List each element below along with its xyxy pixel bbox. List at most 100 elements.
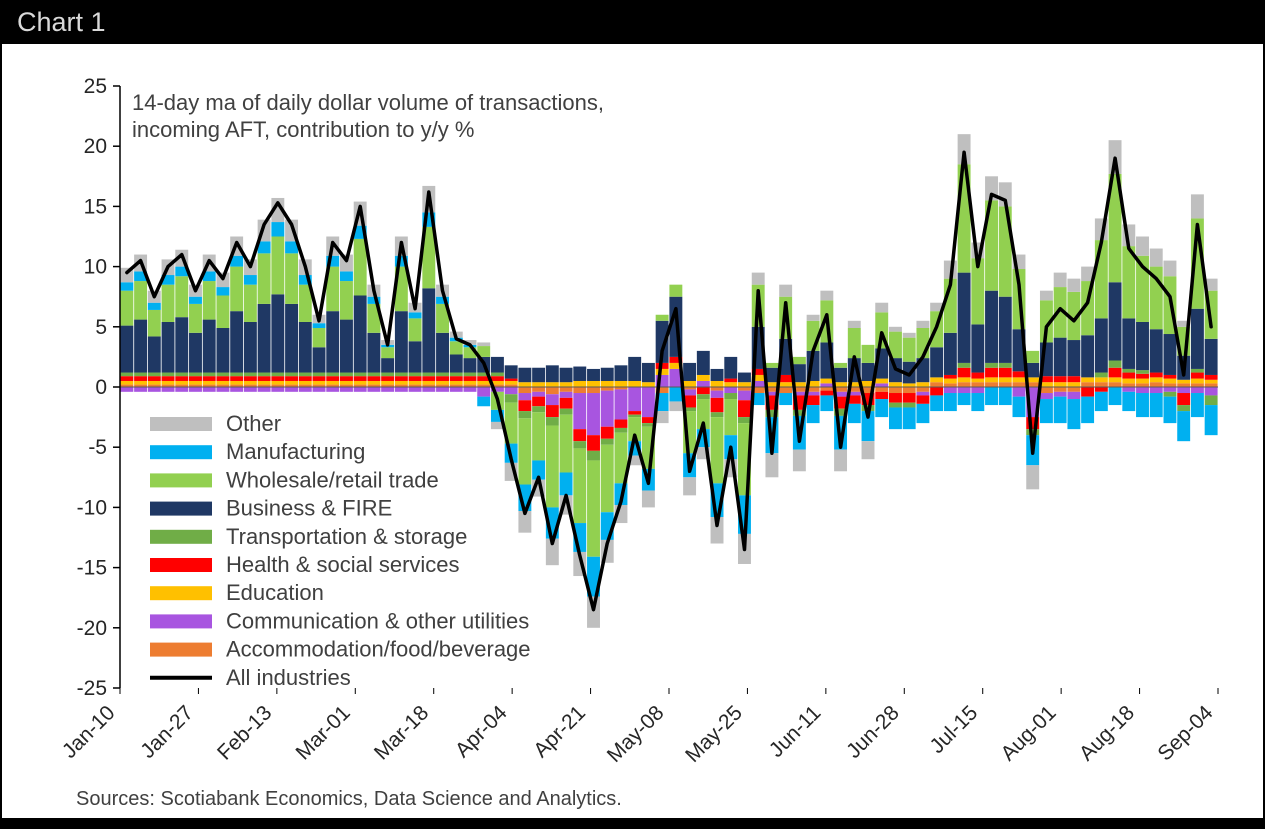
bar-segment [1081, 377, 1095, 383]
bar-segment [381, 347, 395, 359]
bar-segment [641, 362, 655, 383]
bar-segment [353, 387, 367, 392]
bar-segment [490, 376, 504, 381]
bottom-border [2, 818, 1263, 829]
bar-segment [257, 376, 271, 381]
bar-segment [381, 387, 395, 392]
bar-segment [257, 384, 271, 387]
bar-segment [710, 517, 724, 544]
bar-segment [394, 311, 408, 373]
legend-swatch [150, 642, 212, 657]
bar-segment [518, 387, 532, 394]
bar-segment [436, 380, 449, 385]
bar-segment [134, 384, 148, 387]
bar-segment [587, 450, 600, 461]
bar-segment [1122, 372, 1136, 379]
bar-segment [1026, 465, 1040, 490]
bar-segment [1122, 387, 1136, 392]
bar-segment [1204, 379, 1218, 384]
bar-segment [985, 387, 998, 406]
bar-segment [930, 387, 944, 396]
bar-segment [847, 382, 861, 387]
bar-segment [545, 405, 559, 418]
bar-segment [1067, 278, 1081, 292]
bar-segment [298, 384, 312, 387]
bar-segment [120, 387, 134, 392]
bar-segment [696, 394, 710, 400]
bar-segment [243, 372, 257, 377]
bar-segment [518, 367, 532, 383]
bar-segment [1190, 387, 1204, 394]
bar-segment [408, 387, 422, 392]
bar-segment [271, 222, 285, 237]
bar-segment [792, 449, 806, 472]
bar-segment [1122, 246, 1136, 319]
bar-segment [1163, 334, 1177, 375]
bar-segment [1067, 399, 1081, 430]
legend-label: All industries [226, 665, 351, 690]
bar-segment [847, 395, 861, 404]
bar-segment [902, 393, 916, 403]
bar-segment [710, 417, 724, 484]
bar-segment [573, 380, 587, 387]
bar-segment [463, 380, 477, 385]
bar-segment [834, 391, 848, 397]
y-axis-label: 25 [84, 75, 107, 98]
legend-label: Accommodation/food/beverage [226, 637, 531, 662]
bar-segment [710, 397, 724, 413]
bar-segment [298, 275, 312, 285]
bar-segment [806, 405, 820, 424]
bar-segment [147, 302, 161, 310]
bar-segment [1108, 377, 1122, 383]
bar-segment [340, 372, 353, 377]
bar-segment [271, 376, 285, 381]
bar-segment [1026, 362, 1040, 378]
bar-segment [916, 391, 930, 396]
bar-segment [1094, 382, 1108, 387]
bar-segment [957, 134, 971, 165]
bar-segment [408, 384, 422, 387]
bar-segment [889, 326, 902, 332]
bar-segment [175, 276, 189, 318]
y-axis-label: 5 [95, 316, 107, 339]
bar-segment [669, 362, 683, 369]
bar-segment [847, 328, 861, 359]
bar-segment [271, 236, 285, 295]
bar-segment [738, 390, 751, 401]
y-axis-label: -5 [88, 436, 107, 459]
legend-label: Manufacturing [226, 439, 365, 464]
bar-segment [463, 358, 477, 373]
x-axis-label: Mar-18 [370, 701, 433, 764]
bar-segment [889, 331, 902, 359]
bar-segment [1177, 379, 1191, 384]
bar-segment [312, 328, 326, 348]
bar-segment [861, 380, 875, 387]
x-axis-label: May-08 [603, 701, 669, 767]
bar-segment [532, 406, 546, 413]
bar-segment [1190, 194, 1204, 219]
y-axis-label: -10 [77, 496, 107, 519]
bar-segment [243, 275, 257, 285]
bar-segment [902, 402, 916, 408]
bar-segment [1177, 383, 1191, 387]
bar-segment [436, 376, 449, 381]
bar-segment [367, 303, 381, 333]
bar-segment [449, 376, 463, 381]
bar-segment [751, 368, 765, 375]
bar-segment [820, 390, 834, 396]
bar-segment [614, 432, 628, 484]
bar-segment [628, 411, 642, 415]
bar-segment [436, 387, 449, 392]
bar-segment [202, 281, 216, 320]
legend-swatch [150, 586, 212, 601]
bar-segment [834, 449, 848, 472]
bar-segment [340, 387, 353, 392]
bar-segment [779, 393, 793, 406]
bar-segment [655, 411, 669, 424]
bar-segment [559, 472, 573, 496]
bar-segment [971, 387, 985, 394]
bar-segment [189, 380, 202, 385]
bar-segment [943, 378, 957, 384]
bar-segment [628, 414, 642, 418]
bar-segment [230, 380, 244, 385]
